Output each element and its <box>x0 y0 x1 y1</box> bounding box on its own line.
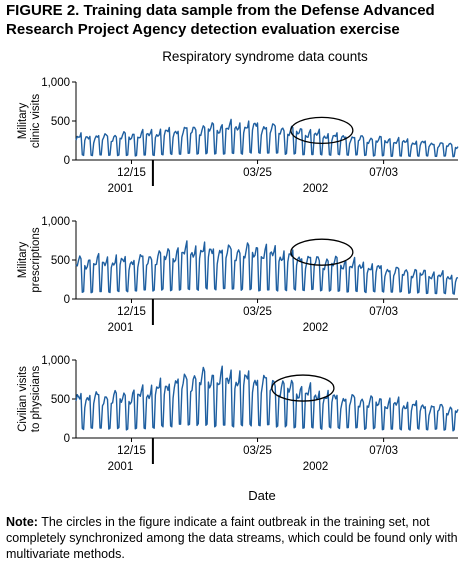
x-tick-label: 03/25 <box>243 306 272 318</box>
figure-title: FIGURE 2. Training data sample from the … <box>6 2 435 38</box>
chart-subtitle: Respiratory syndrome data counts <box>162 49 368 64</box>
y-axis-label: Military <box>17 242 29 279</box>
x-tick-label: 07/03 <box>369 306 398 318</box>
y-axis-label: prescriptions <box>30 227 42 292</box>
year-label: 2002 <box>303 322 329 334</box>
outbreak-circle <box>290 116 354 145</box>
chart-panel: 0 500 1,000 Civilian visits to physicians 12/… <box>17 355 459 473</box>
x-tick-label: 12/15 <box>117 306 146 318</box>
x-tick-label: 07/03 <box>369 167 398 179</box>
year-label: 2002 <box>303 461 329 473</box>
y-axis-label: clinic visits <box>30 94 42 149</box>
chart-panel: 0 500 1,000 Military prescriptions 12/15 03/25… <box>17 216 459 334</box>
series-line <box>75 118 459 158</box>
y-tick-label: 0 <box>64 433 70 445</box>
y-tick-label: 0 <box>64 155 70 167</box>
x-tick-label: 03/25 <box>243 445 272 457</box>
x-tick-label: 12/15 <box>117 167 146 179</box>
note-text: The circles in the figure indicate a fai… <box>6 515 458 561</box>
y-tick-label: 1,000 <box>41 355 70 367</box>
series-line <box>75 240 459 295</box>
y-axis-label: to physicians <box>30 366 42 433</box>
year-label: 2001 <box>108 183 134 195</box>
y-tick-label: 500 <box>51 255 70 267</box>
outbreak-circle <box>271 374 335 402</box>
y-axis-label: Military <box>17 103 29 140</box>
x-tick-label: 03/25 <box>243 167 272 179</box>
year-label: 2002 <box>303 183 329 195</box>
y-tick-label: 0 <box>64 294 70 306</box>
x-tick-label: 07/03 <box>369 445 398 457</box>
outbreak-circle <box>290 238 354 266</box>
chart-panel: 0 500 1,000 Military clinic visits 12/15 03/25… <box>17 77 459 195</box>
y-axis-label: Civilian visits <box>17 366 29 432</box>
year-label: 2001 <box>108 461 134 473</box>
y-tick-label: 1,000 <box>41 77 70 89</box>
y-tick-label: 500 <box>51 116 70 128</box>
x-axis-caption: Date <box>248 488 276 503</box>
year-label: 2001 <box>108 322 134 334</box>
note-label: Note: <box>6 515 38 529</box>
y-tick-label: 500 <box>51 394 70 406</box>
y-tick-label: 1,000 <box>41 216 70 228</box>
series-line <box>75 365 459 432</box>
figure-note: Note: The circles in the figure indicate… <box>6 514 466 562</box>
x-tick-label: 12/15 <box>117 445 146 457</box>
